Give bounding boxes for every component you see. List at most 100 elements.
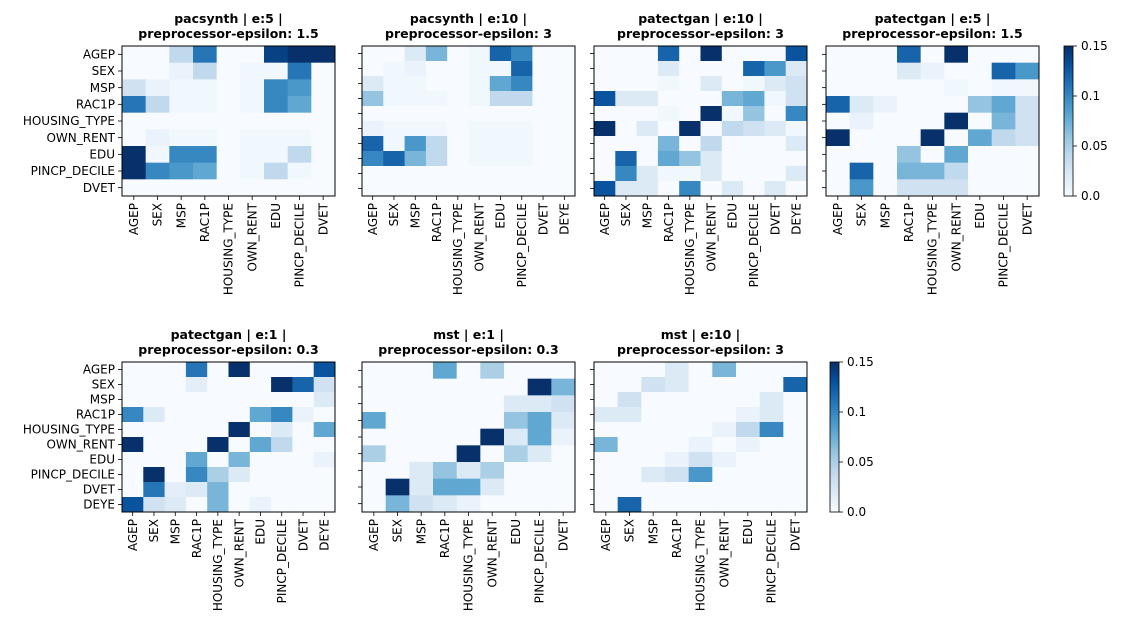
heatmap-cell bbox=[362, 106, 384, 122]
heatmap-cell bbox=[292, 392, 315, 408]
colorbar-step bbox=[1064, 151, 1073, 155]
x-tick-label: RAC1P bbox=[430, 203, 444, 242]
heatmap-cell bbox=[594, 151, 616, 167]
colorbar-step bbox=[1064, 156, 1073, 160]
heatmap-cell bbox=[636, 106, 659, 122]
heatmap-cell bbox=[641, 437, 666, 453]
heatmap-cell bbox=[456, 378, 481, 396]
heatmap-cell bbox=[764, 76, 787, 92]
heatmap-cell bbox=[688, 497, 713, 513]
heatmap-cell bbox=[594, 437, 619, 453]
heatmap-cell bbox=[362, 136, 384, 152]
heatmap-cell bbox=[617, 392, 642, 408]
heatmap-cell bbox=[553, 46, 576, 62]
heatmap-cell bbox=[897, 46, 922, 64]
colorbar-step bbox=[830, 394, 839, 398]
panel-title-line1: mst | e:1 | bbox=[433, 327, 504, 342]
heatmap-cell bbox=[292, 407, 315, 423]
heatmap-cell bbox=[553, 136, 576, 152]
heatmap-panel-2: pacsynth | e:10 |preprocessor-epsilon: 3… bbox=[358, 11, 576, 295]
colorbar-step bbox=[830, 397, 839, 401]
heatmap-cell bbox=[468, 121, 491, 137]
colorbar-step bbox=[830, 467, 839, 471]
heatmap-cell bbox=[636, 46, 659, 62]
heatmap-cell bbox=[409, 428, 434, 446]
panel-title-line2: preprocessor-epsilon: 0.3 bbox=[138, 342, 318, 357]
heatmap-cell bbox=[712, 437, 737, 453]
heatmap-cell bbox=[292, 467, 315, 483]
x-tick-label: HOUSING_TYPE bbox=[694, 519, 708, 611]
y-tick-label: RAC1P bbox=[76, 98, 115, 112]
heatmap-cell bbox=[164, 392, 187, 408]
colorbar-step bbox=[830, 437, 839, 441]
heatmap-cell bbox=[271, 482, 293, 498]
heatmap-cell bbox=[169, 146, 194, 164]
x-tick-label: MSP bbox=[640, 203, 654, 228]
heatmap-cell bbox=[764, 91, 787, 107]
heatmap-cell bbox=[468, 136, 491, 152]
heatmap-cell bbox=[700, 166, 723, 182]
colorbar-step bbox=[830, 462, 839, 466]
heatmap-cell bbox=[264, 96, 289, 114]
heatmap-cell bbox=[759, 497, 784, 513]
colorbar-tick-label: 0.05 bbox=[847, 455, 874, 469]
heatmap-cell bbox=[185, 452, 208, 468]
heatmap-cell bbox=[594, 91, 616, 107]
colorbar-step bbox=[830, 424, 839, 428]
heatmap-cell bbox=[216, 129, 241, 147]
y-tick-label: DVET bbox=[83, 181, 116, 195]
heatmap-cell bbox=[425, 181, 448, 197]
heatmap-cell bbox=[897, 146, 922, 164]
heatmap-cell bbox=[712, 422, 737, 438]
heatmap-cell bbox=[783, 452, 808, 468]
heatmap-cell bbox=[456, 478, 481, 496]
heatmap-cell bbox=[679, 181, 701, 197]
colorbar-step bbox=[1064, 103, 1073, 107]
heatmap-cell bbox=[785, 61, 808, 77]
heatmap-cell bbox=[228, 392, 251, 408]
heatmap-cell bbox=[553, 181, 576, 197]
heatmap-cell bbox=[409, 412, 434, 430]
heatmap-cell bbox=[164, 437, 187, 453]
x-tick-label: OWN_RENT bbox=[472, 202, 486, 271]
heatmap-cell bbox=[527, 478, 552, 496]
colorbar-step bbox=[1064, 88, 1073, 92]
heatmap-cell bbox=[968, 179, 993, 197]
heatmap-cell bbox=[743, 151, 765, 167]
heatmap-cell bbox=[665, 407, 690, 423]
heatmap-cell bbox=[759, 482, 784, 498]
heatmap-cell bbox=[404, 106, 427, 122]
heatmap-panel-5: patectgan | e:1 |preprocessor-epsilon: 0… bbox=[23, 327, 336, 611]
heatmap-cell bbox=[362, 46, 384, 62]
panel-title-line2: preprocessor-epsilon: 1.5 bbox=[842, 26, 1022, 41]
heatmap-cell bbox=[743, 181, 765, 197]
heatmap-cell bbox=[385, 362, 410, 380]
heatmap-cell bbox=[145, 96, 170, 114]
heatmap-cell bbox=[873, 62, 898, 80]
heatmap-cell bbox=[447, 136, 469, 152]
heatmap-cell bbox=[504, 395, 529, 413]
heatmap-cell bbox=[249, 437, 272, 453]
heatmap-cell bbox=[764, 121, 787, 137]
heatmap-cell bbox=[145, 62, 170, 80]
heatmap-cell bbox=[764, 136, 787, 152]
heatmap-cell bbox=[409, 378, 434, 396]
y-tick-label: HOUSING_TYPE bbox=[23, 114, 115, 128]
heatmap-cell bbox=[468, 91, 491, 107]
x-tick-label: EDU bbox=[973, 203, 987, 229]
x-tick-label: PINCP_DECILE bbox=[997, 203, 1011, 287]
heatmap-cell bbox=[665, 497, 690, 513]
heatmap-cell bbox=[383, 76, 406, 92]
heatmap-cell bbox=[122, 452, 144, 468]
colorbar-step bbox=[830, 407, 839, 411]
heatmap-cell bbox=[920, 112, 945, 130]
heatmap-cell bbox=[489, 151, 512, 167]
heatmap-cell bbox=[594, 392, 619, 408]
heatmap-cell bbox=[383, 46, 406, 62]
heatmap-cell bbox=[193, 62, 218, 80]
heatmap-cell bbox=[759, 422, 784, 438]
heatmap-cell bbox=[489, 76, 512, 92]
heatmap-cell bbox=[594, 166, 616, 182]
heatmap-cell bbox=[665, 422, 690, 438]
heatmap-cell bbox=[122, 62, 147, 80]
